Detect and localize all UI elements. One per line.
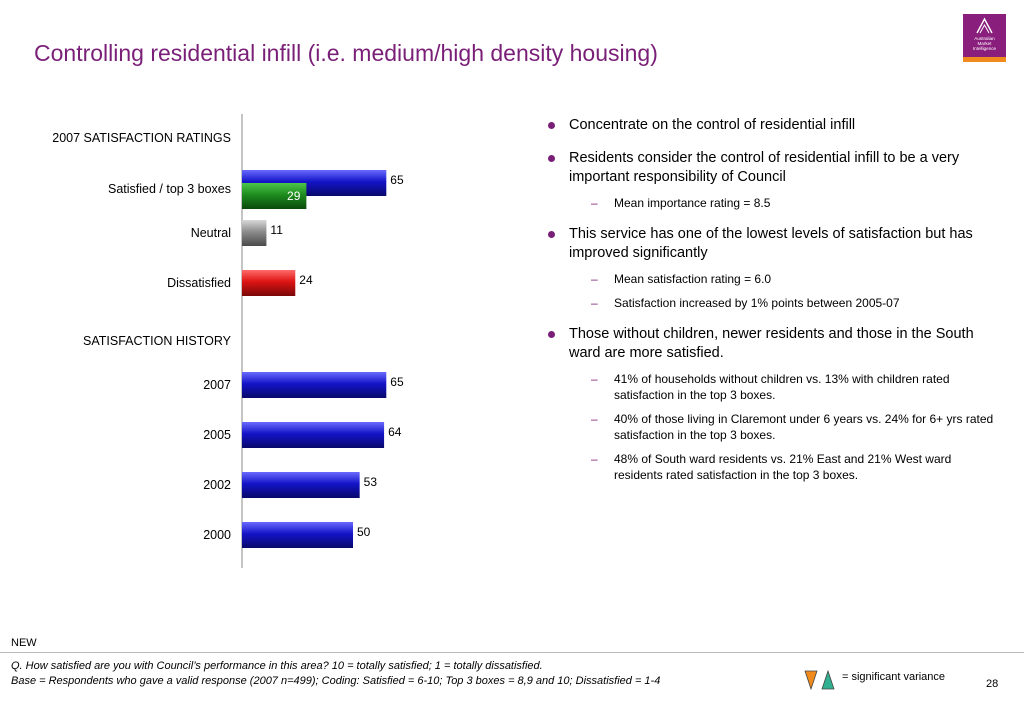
down-triangle-icon <box>804 670 818 690</box>
bullet-point: Concentrate on the control of residentia… <box>548 116 998 135</box>
value-label: 65 <box>390 375 404 389</box>
bar-red <box>242 270 296 296</box>
bullet-dot-icon <box>548 155 555 162</box>
bar-blue <box>242 522 353 548</box>
significant-variance-legend <box>804 670 835 690</box>
bullet-point: This service has one of the lowest level… <box>548 225 998 311</box>
category-label: Satisfied / top 3 boxes <box>108 182 231 196</box>
survey-question-note: Q. How satisfied are you with Council’s … <box>11 660 543 672</box>
dash-icon: – <box>591 296 598 310</box>
bullet-dot-icon <box>548 231 555 238</box>
dash-icon: – <box>591 196 598 210</box>
footer-divider <box>0 652 1024 653</box>
value-label: 11 <box>270 223 283 237</box>
sub-bullet: – Satisfaction increased by 1% points bet… <box>591 296 900 310</box>
logo-stripe <box>963 57 1006 62</box>
section-header-history: SATISFACTION HISTORY <box>83 334 232 348</box>
chart-bars: Satisfied / top 3 boxes 65 29 Neutral 11 Diss… <box>108 170 404 548</box>
section-header-2007-ratings: 2007 SATISFACTION RATINGS <box>52 131 231 145</box>
variance-legend-label: = significant variance <box>842 671 946 683</box>
dash-icon: – <box>591 452 598 466</box>
value-label: 50 <box>357 525 371 539</box>
bullet-dot-icon <box>548 331 555 338</box>
value-label: 65 <box>390 173 404 187</box>
logo-mark-icon <box>976 17 993 34</box>
sub-bullet: –48% of South ward residents vs. 21% Eas… <box>591 452 952 482</box>
category-label: 2005 <box>203 428 231 442</box>
new-label: NEW <box>11 637 37 649</box>
value-label: 64 <box>388 425 402 439</box>
sub-bullet: – Mean satisfaction rating = 6.0 <box>591 272 772 286</box>
bar-grey <box>242 220 267 246</box>
key-findings-list: Concentrate on the control of residentia… <box>548 116 998 497</box>
value-label: 24 <box>299 273 313 287</box>
category-label: Neutral <box>191 226 231 240</box>
bullet-dot-icon <box>548 122 555 129</box>
category-label: 2002 <box>203 478 231 492</box>
bar-blue <box>242 422 385 448</box>
bar-blue <box>242 372 387 398</box>
category-label: Dissatisfied <box>167 276 231 290</box>
category-label: 2000 <box>203 528 231 542</box>
logo-text: Australian Market Intelligence <box>972 36 997 52</box>
bar-green <box>242 183 307 209</box>
sub-bullet: – Mean importance rating = 8.5 <box>591 196 771 210</box>
bullet-point: Residents consider the control of reside… <box>548 149 998 211</box>
satisfaction-bar-chart: 2007 SATISFACTION RATINGS SATISFACTION H… <box>52 114 404 568</box>
survey-base-note: Base = Respondents who gave a valid resp… <box>11 675 661 687</box>
page-number: 28 <box>986 678 999 690</box>
dash-icon: – <box>591 412 598 426</box>
company-logo: Australian Market Intelligence <box>963 14 1006 62</box>
page-title: Controlling residential infill (i.e. med… <box>34 40 658 66</box>
sub-bullet: –40% of those living in Claremont under … <box>591 412 994 442</box>
category-label: 2007 <box>203 378 231 392</box>
dash-icon: – <box>591 372 598 386</box>
bullet-point: Those without children, newer residents … <box>548 325 998 483</box>
sub-bullet: –41% of households without children vs. … <box>591 372 950 402</box>
dash-icon: – <box>591 272 598 286</box>
value-label: 29 <box>287 189 301 203</box>
up-triangle-icon <box>821 670 835 690</box>
bar-blue <box>242 472 360 498</box>
value-label: 53 <box>364 475 378 489</box>
